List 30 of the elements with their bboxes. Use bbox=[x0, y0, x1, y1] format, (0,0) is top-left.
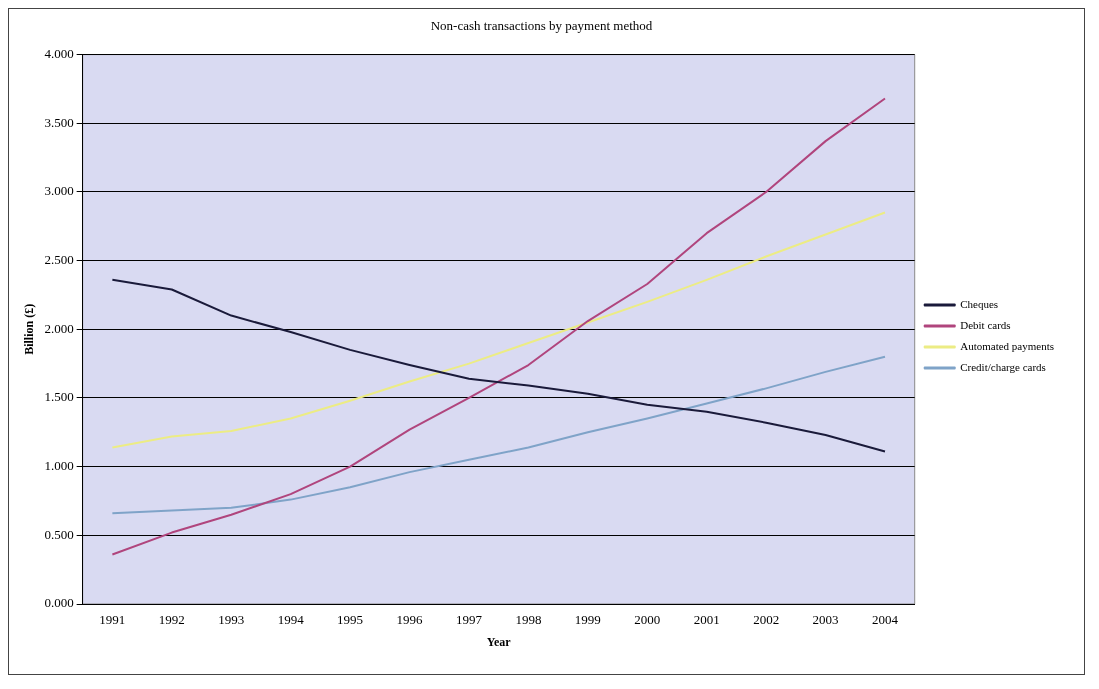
legend-label: Cheques bbox=[960, 297, 999, 310]
x-tick-label: 2003 bbox=[812, 612, 839, 628]
y-tick-label: 2.000 bbox=[44, 320, 74, 336]
x-tick-label: 1994 bbox=[277, 612, 305, 628]
y-tick-label: 1.500 bbox=[44, 389, 74, 405]
chart-title: Non-cash transactions by payment method bbox=[430, 18, 653, 34]
x-tick-label: 1992 bbox=[158, 612, 185, 628]
y-tick-label: 1.000 bbox=[44, 458, 74, 474]
x-tick-label: 1998 bbox=[515, 612, 542, 628]
legend-label: Credit/charge cards bbox=[960, 360, 1046, 373]
x-tick-label: 1996 bbox=[396, 612, 424, 628]
legend-label: Debit cards bbox=[960, 318, 1011, 331]
x-tick-label: 1997 bbox=[455, 612, 483, 628]
y-tick-label: 2.500 bbox=[44, 252, 74, 268]
y-tick-label: 0.500 bbox=[44, 526, 74, 542]
x-tick-label: 1999 bbox=[574, 612, 601, 628]
y-tick-label: 3.500 bbox=[44, 114, 74, 130]
y-tick-label: 3.000 bbox=[44, 183, 74, 199]
y-axis-title: Billion (£) bbox=[22, 303, 37, 355]
x-tick-label: 2000 bbox=[634, 612, 661, 628]
x-tick-label: 2002 bbox=[753, 612, 780, 628]
x-tick-label: 2004 bbox=[872, 612, 899, 628]
x-tick-label: 2001 bbox=[693, 612, 720, 628]
x-tick-label: 1993 bbox=[218, 612, 245, 628]
x-tick-label: 1991 bbox=[99, 612, 126, 628]
x-tick-label: 1995 bbox=[337, 612, 364, 628]
legend-label: Automated payments bbox=[960, 339, 1055, 352]
y-tick-label: 4.000 bbox=[44, 46, 74, 62]
x-axis-title: Year bbox=[486, 634, 512, 649]
y-tick-label: 0.000 bbox=[44, 595, 74, 611]
